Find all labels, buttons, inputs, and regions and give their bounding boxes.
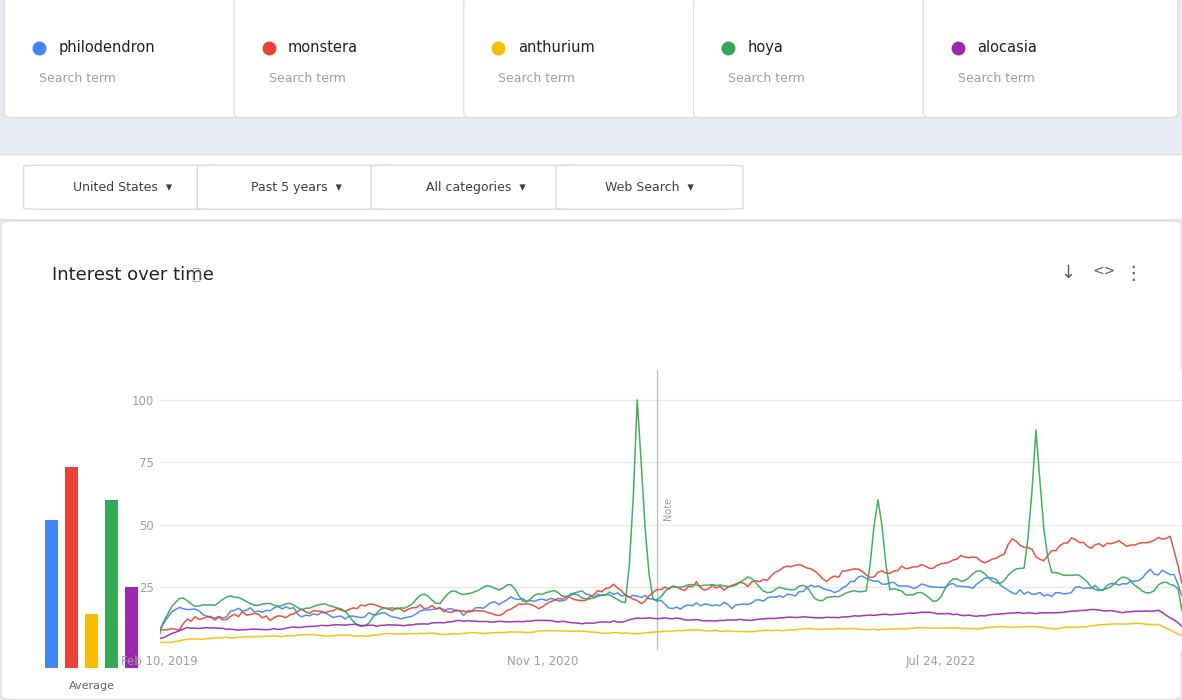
Text: Search term: Search term xyxy=(728,71,805,85)
FancyBboxPatch shape xyxy=(234,0,488,118)
Text: anthurium: anthurium xyxy=(518,40,595,55)
Bar xyxy=(45,520,58,668)
FancyBboxPatch shape xyxy=(556,165,743,209)
Text: philodendron: philodendron xyxy=(58,40,155,55)
Text: ⋮: ⋮ xyxy=(1124,264,1143,283)
FancyBboxPatch shape xyxy=(694,0,948,118)
Text: Search term: Search term xyxy=(957,71,1034,85)
FancyBboxPatch shape xyxy=(197,165,396,209)
Text: hoya: hoya xyxy=(747,40,784,55)
FancyBboxPatch shape xyxy=(1,221,1181,699)
FancyBboxPatch shape xyxy=(463,0,719,118)
Text: ↓: ↓ xyxy=(1060,264,1076,282)
Text: Web Search  ▾: Web Search ▾ xyxy=(605,181,694,194)
Text: Search term: Search term xyxy=(39,71,116,85)
FancyBboxPatch shape xyxy=(5,0,259,118)
Bar xyxy=(85,615,98,668)
Bar xyxy=(105,500,118,668)
Text: monstera: monstera xyxy=(288,40,358,55)
FancyBboxPatch shape xyxy=(24,165,222,209)
Text: alocasia: alocasia xyxy=(978,40,1037,55)
Bar xyxy=(65,467,78,668)
Bar xyxy=(125,587,138,668)
FancyBboxPatch shape xyxy=(0,155,1182,220)
Text: Note: Note xyxy=(663,497,673,520)
Text: United States  ▾: United States ▾ xyxy=(73,181,173,194)
Text: Average: Average xyxy=(69,680,115,690)
Text: All categories  ▾: All categories ▾ xyxy=(426,181,526,194)
Text: Search term: Search term xyxy=(499,71,576,85)
Text: <>: <> xyxy=(1092,264,1116,278)
Text: ⓘ: ⓘ xyxy=(191,267,201,282)
Text: Search term: Search term xyxy=(268,71,345,85)
Text: Interest over time: Interest over time xyxy=(52,266,214,284)
FancyBboxPatch shape xyxy=(371,165,580,209)
FancyBboxPatch shape xyxy=(923,0,1177,118)
Text: Past 5 years  ▾: Past 5 years ▾ xyxy=(251,181,342,194)
